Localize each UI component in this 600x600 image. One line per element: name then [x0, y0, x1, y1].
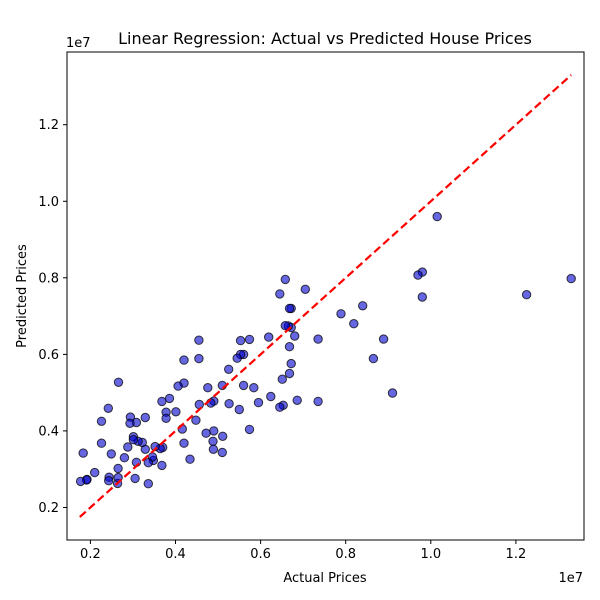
- data-point: [280, 321, 290, 331]
- x-tick-label: 0.4: [165, 547, 186, 562]
- data-point: [128, 435, 139, 445]
- data-points: [75, 211, 576, 489]
- data-point: [284, 368, 295, 379]
- data-point: [249, 383, 259, 393]
- data-point: [179, 438, 189, 448]
- data-point: [209, 426, 219, 436]
- data-point: [300, 284, 310, 294]
- data-point: [75, 476, 86, 487]
- data-point: [96, 416, 107, 426]
- y-tick-label: 0.8: [38, 271, 59, 286]
- data-point: [417, 292, 427, 302]
- data-point: [119, 453, 130, 463]
- chart-title: Linear Regression: Actual vs Predicted H…: [118, 29, 532, 48]
- data-point: [521, 290, 532, 300]
- x-tick-label: 0.2: [80, 547, 101, 562]
- data-point: [244, 424, 255, 435]
- data-point: [103, 403, 114, 413]
- data-point: [313, 396, 323, 407]
- data-point: [143, 458, 154, 468]
- data-point: [368, 353, 379, 364]
- x-tick-label: 0.8: [335, 547, 356, 562]
- axis-ticks: 0.2 0.4 0.6 0.8 1.0 1.2 0.2 0.4 0.6 0.8 1.0 1.2: [38, 118, 526, 562]
- data-point: [292, 395, 302, 405]
- y-tick-label: 0.2: [38, 501, 59, 516]
- y-axis-label: Predicted Prices: [15, 244, 30, 348]
- x-tick-label: 0.6: [250, 547, 271, 562]
- data-point: [284, 303, 295, 314]
- data-point: [157, 460, 167, 471]
- data-point: [194, 399, 205, 410]
- data-point: [218, 431, 228, 441]
- data-point: [336, 309, 346, 319]
- data-point: [78, 448, 88, 458]
- data-point: [194, 335, 204, 345]
- x-tick-label: 1.2: [506, 547, 527, 562]
- data-point: [358, 301, 368, 311]
- data-point: [143, 479, 154, 489]
- plot-area-frame: [66, 51, 585, 541]
- data-point: [387, 388, 398, 398]
- y-tick-label: 0.6: [38, 348, 59, 363]
- data-point: [173, 381, 183, 391]
- data-point: [179, 355, 189, 365]
- data-point: [284, 342, 295, 352]
- data-point: [566, 273, 576, 284]
- data-point: [378, 334, 389, 344]
- data-point: [313, 334, 323, 344]
- data-point: [275, 289, 285, 299]
- data-point: [194, 353, 204, 364]
- y-tick-label: 1.0: [38, 195, 59, 210]
- data-point: [232, 353, 242, 363]
- data-point: [157, 396, 167, 407]
- data-point: [185, 454, 195, 464]
- data-point: [266, 391, 276, 402]
- data-point: [208, 436, 218, 446]
- data-point: [275, 402, 285, 412]
- y-tick-label: 1.2: [38, 118, 59, 133]
- data-point: [238, 380, 249, 391]
- data-point: [104, 476, 114, 486]
- data-point: [191, 415, 201, 425]
- data-point: [106, 449, 117, 459]
- y-offset-label: 1e7: [66, 36, 91, 51]
- data-point: [203, 383, 213, 393]
- data-point: [244, 334, 255, 345]
- x-axis-label: Actual Prices: [283, 571, 367, 586]
- data-point: [234, 404, 245, 415]
- data-point: [432, 211, 442, 222]
- y-tick-label: 0.4: [38, 424, 59, 439]
- data-point: [290, 331, 300, 341]
- x-offset-label: 1e7: [558, 571, 583, 586]
- data-point: [123, 442, 133, 452]
- data-point: [90, 467, 100, 478]
- x-tick-label: 1.0: [420, 547, 441, 562]
- data-point: [208, 444, 219, 454]
- data-point: [253, 397, 264, 408]
- data-point: [286, 358, 296, 369]
- data-point: [201, 428, 211, 438]
- data-point: [125, 418, 135, 428]
- data-point: [217, 447, 228, 458]
- data-point: [224, 399, 234, 409]
- data-point: [113, 463, 123, 474]
- data-point: [280, 274, 290, 285]
- data-point: [277, 374, 287, 384]
- data-point: [161, 413, 171, 423]
- regression-line: [79, 74, 572, 518]
- data-point: [235, 335, 246, 346]
- data-point: [130, 473, 140, 484]
- data-point: [413, 270, 423, 280]
- data-point: [113, 377, 124, 387]
- data-point: [140, 412, 151, 423]
- regression-line-layer: [79, 74, 572, 518]
- data-point: [349, 319, 359, 329]
- data-point: [264, 332, 274, 342]
- data-point: [171, 407, 181, 417]
- data-point: [96, 438, 107, 448]
- data-point: [224, 364, 234, 374]
